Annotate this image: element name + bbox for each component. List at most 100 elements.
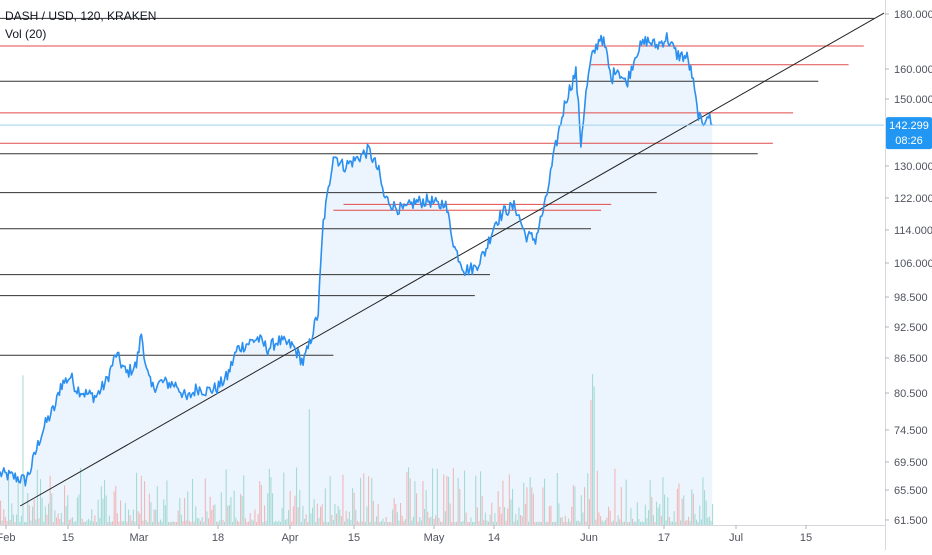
volume-bar [688,516,690,525]
x-tick-label: Jul [729,532,743,544]
volume-bar [350,519,352,525]
volume-bar [81,518,83,525]
volume-bar [625,479,627,525]
volume-bar [139,513,141,525]
volume-bar [9,519,11,525]
volume-bar [84,521,86,525]
volume-bar [163,499,165,525]
volume-bar [265,521,267,525]
volume-bar [505,520,507,525]
volume-bar [507,508,509,525]
volume-bar [232,522,234,525]
x-tick-label: 18 [212,532,224,544]
volume-bar [8,472,10,525]
volume-bar [179,498,181,525]
volume-bar [678,483,680,525]
volume-bar [342,474,344,525]
volume-bar [292,506,294,525]
volume-bar [702,477,704,525]
volume-bar [566,521,568,525]
y-tick-label: 86.500 [894,353,928,365]
volume-bar [3,509,5,525]
volume-bar [409,478,411,525]
volume-bar [88,519,90,525]
volume-bar [291,521,293,525]
volume-bar [377,504,379,525]
volume-bar [113,491,115,525]
volume-bar [348,511,350,525]
volume-bar [603,521,605,525]
volume-bar [689,521,691,525]
volume-bar [300,521,302,525]
volume-bar [632,518,634,525]
volume-bar [444,511,446,525]
volume-bar [496,522,498,525]
volume-bar [105,495,107,525]
volume-bar [528,521,530,525]
volume-bar [436,468,438,525]
y-tick-label: 61.500 [894,515,928,527]
volume-bar [238,521,240,525]
volume-bar [164,505,166,525]
volume-bar [425,490,427,525]
volume-bar [89,520,91,525]
volume-bar [628,522,630,525]
y-tick-label: 106.000 [894,258,932,270]
volume-bar [571,506,573,525]
volume-bar [524,503,526,525]
volume-bar [241,495,243,525]
volume-bar [668,517,670,525]
volume-bar [656,501,658,525]
volume-bar [611,521,613,525]
volume-bar [299,490,301,525]
volume-bar [4,516,6,525]
volume-bar [707,517,709,525]
y-tick-label: 180.000 [894,9,932,21]
volume-bar [592,374,594,525]
volume-bar [198,518,200,525]
y-tick-label: 160.000 [894,64,932,76]
volume-bar [411,520,413,525]
volume-bar [48,503,50,525]
volume-bar [520,515,522,525]
volume-bar [233,490,235,525]
volume-bar [260,485,262,525]
volume-bar [142,520,144,525]
countdown-label: 08:26 [895,135,923,147]
volume-bar [612,520,614,525]
volume-bar [217,522,219,525]
volume-bar [203,522,205,525]
volume-bar [451,521,453,525]
x-tick-label: 15 [800,532,812,544]
volume-bar [576,521,578,525]
volume-bar [619,519,621,525]
volume-bar [140,475,142,525]
volume-bar [324,488,326,525]
volume-bar [406,472,408,525]
volume-bar [531,487,533,525]
volume-bar [72,517,74,525]
volume-bar [424,508,426,525]
volume-bar [419,517,421,525]
volume-bar [25,521,27,525]
volume-bar [641,521,643,525]
volume-bar [712,504,714,525]
volume-bar [320,506,322,525]
volume-bar [212,505,214,525]
volume-bar [177,510,179,525]
volume-bar [489,514,491,525]
volume-bar [83,522,85,525]
volume-bar [131,520,133,525]
volume-bar [404,519,406,525]
volume-bar [392,509,394,525]
volume-bar [456,521,458,525]
volume-bar [624,521,626,525]
volume-bar [600,516,602,525]
volume-bar [393,498,395,525]
volume-bar [465,512,467,525]
volume-bar [521,516,523,525]
volume-bar [144,481,146,525]
volume-bar [532,493,534,525]
volume-bar [553,522,555,525]
